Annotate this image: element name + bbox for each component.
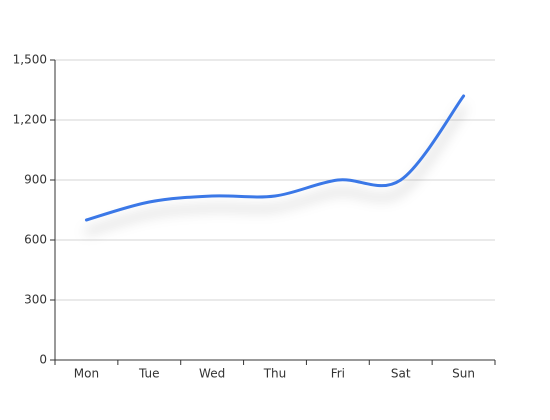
x-tick-label: Fri bbox=[331, 367, 345, 381]
y-tick-label: 1,500 bbox=[13, 53, 47, 67]
x-tick-label: Sat bbox=[391, 367, 411, 381]
y-tick-label: 0 bbox=[39, 353, 47, 367]
y-tick-label: 600 bbox=[24, 233, 47, 247]
y-tick-label: 900 bbox=[24, 173, 47, 187]
line-series bbox=[84, 94, 466, 222]
x-tick-label: Sun bbox=[452, 367, 475, 381]
y-tick-label: 1,200 bbox=[13, 113, 47, 127]
x-tick-label: Thu bbox=[263, 367, 287, 381]
x-tick-label: Wed bbox=[199, 367, 225, 381]
x-tick-label: Tue bbox=[138, 367, 160, 381]
y-tick-label: 300 bbox=[24, 293, 47, 307]
x-tick-label: Mon bbox=[74, 367, 99, 381]
